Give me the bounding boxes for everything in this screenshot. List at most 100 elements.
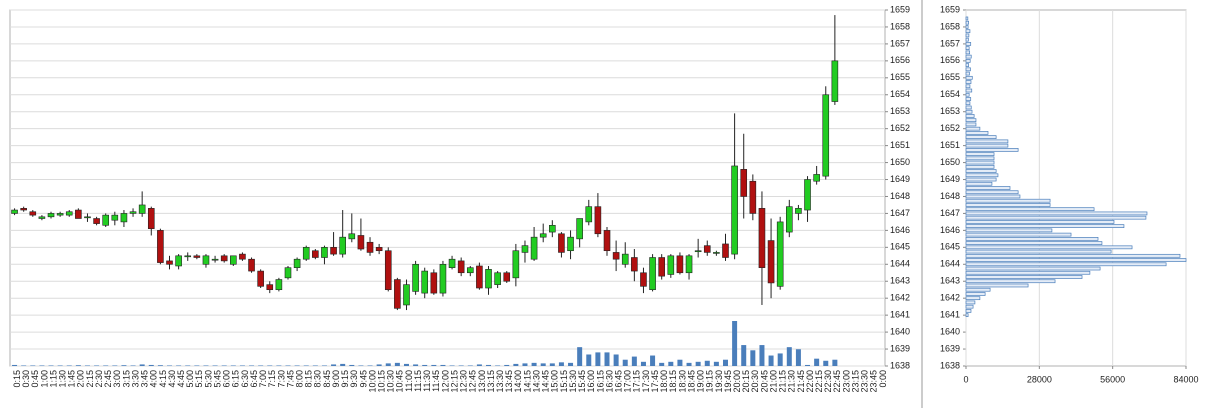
- volume-bar: [659, 362, 665, 366]
- volume-bar: [176, 365, 182, 366]
- volume-bar: [823, 360, 829, 366]
- profile-bar: [965, 207, 1095, 212]
- x-tick-label: 18:30: [677, 370, 687, 393]
- volume-bar: [713, 361, 719, 366]
- volume-bar: [249, 365, 255, 366]
- profile-bar: [965, 309, 972, 313]
- volume-bar: [48, 365, 54, 366]
- profile-bar: [965, 143, 1009, 148]
- volume-bar: [440, 364, 446, 366]
- y-tick-label: 1647: [940, 208, 960, 218]
- candle-body: [813, 174, 820, 182]
- candle-body: [549, 224, 556, 233]
- volume-bar: [258, 365, 264, 366]
- candle-body: [47, 213, 55, 218]
- x-tick-label: 6:30: [240, 370, 250, 388]
- candle-body: [539, 233, 547, 238]
- x-tick-label: 84000: [1173, 374, 1198, 384]
- x-tick-label: 1:45: [67, 370, 77, 388]
- volume-bar: [294, 365, 300, 366]
- profile-bar: [965, 296, 981, 301]
- profile-bar: [965, 181, 993, 186]
- volume-bar: [750, 350, 756, 366]
- y-tick-label: 1651: [940, 140, 960, 150]
- profile-bar: [965, 156, 995, 161]
- volume-bar: [230, 365, 236, 366]
- volume-bar: [686, 362, 692, 366]
- profile-bar: [965, 253, 1181, 258]
- profile-bar: [965, 25, 969, 29]
- x-tick-label: 14:45: [541, 370, 551, 393]
- x-tick-label: 22:45: [832, 370, 842, 393]
- x-tick-label: 10:30: [386, 370, 396, 393]
- x-tick-label: 8:15: [304, 370, 314, 388]
- x-tick-label: 4:30: [167, 370, 177, 388]
- y-tick-label: 1653: [940, 106, 960, 116]
- profile-bar: [965, 262, 1167, 267]
- x-tick-label: 20:30: [750, 370, 760, 393]
- profile-bar: [965, 84, 971, 89]
- x-tick-label: 11:15: [413, 370, 423, 392]
- volume-bar: [814, 358, 820, 366]
- profile-bar: [965, 237, 1099, 241]
- candle-body: [111, 214, 119, 221]
- volume-bar: [267, 365, 273, 366]
- volume-bar: [495, 365, 501, 366]
- candle-body: [521, 245, 529, 253]
- candle-body: [375, 247, 383, 252]
- y-tick-label: 1643: [940, 276, 960, 286]
- x-tick-label: 17:30: [641, 370, 651, 393]
- volume-bar: [148, 364, 154, 366]
- x-tick-label: 23:45: [869, 370, 879, 393]
- x-tick-label: 13:30: [495, 370, 505, 393]
- candle-body: [321, 247, 328, 258]
- profile-bar: [965, 80, 972, 84]
- x-tick-label: 6:15: [231, 370, 241, 388]
- y-tick-label: 1656: [940, 55, 960, 65]
- candle-body: [466, 267, 474, 274]
- candle-body: [138, 204, 146, 214]
- x-tick-label: 4:00: [149, 370, 159, 388]
- y-tick-label: 1652: [940, 123, 960, 133]
- volume-bar: [722, 359, 728, 366]
- candle-body: [302, 247, 310, 260]
- y-tick-label: 1655: [890, 72, 910, 82]
- candle-body: [421, 270, 429, 294]
- x-tick-label: 10:45: [395, 370, 405, 393]
- profile-bar: [965, 105, 972, 110]
- y-tick-label: 1652: [890, 123, 910, 133]
- candle-body: [220, 255, 228, 262]
- x-tick-label: 1:15: [48, 370, 58, 388]
- x-tick-label: 7:30: [276, 370, 286, 388]
- x-tick-label: 13:15: [486, 370, 496, 393]
- candle-body: [157, 230, 164, 263]
- profile-bar: [965, 279, 1056, 284]
- candle-body: [621, 253, 629, 265]
- profile-bar: [965, 203, 1051, 207]
- x-tick-label: 5:45: [212, 370, 222, 388]
- profile-bar: [965, 275, 1083, 279]
- y-tick-label: 1658: [940, 21, 960, 31]
- profile-bar: [965, 224, 1125, 228]
- profile-bar: [965, 42, 972, 46]
- candle-body: [640, 272, 647, 287]
- y-tick-label: 1659: [940, 4, 960, 14]
- y-tick-label: 1643: [890, 276, 910, 286]
- candle-body: [339, 236, 346, 255]
- profile-bar: [965, 109, 973, 114]
- volume-bar: [358, 365, 364, 366]
- candle-body: [93, 218, 100, 224]
- candle-body: [576, 218, 583, 240]
- candle-body: [603, 230, 611, 252]
- volume-bar: [157, 365, 163, 366]
- profile-bar: [965, 287, 991, 292]
- x-tick-label: 23:30: [860, 370, 870, 393]
- profile-bar: [965, 33, 970, 38]
- y-tick-label: 1638: [890, 360, 910, 370]
- x-tick-label: 21:30: [787, 370, 797, 393]
- x-tick-label: 20:45: [759, 370, 769, 393]
- volume-bar: [431, 364, 437, 366]
- x-tick-label: 21:00: [768, 370, 778, 393]
- y-tick-label: 1655: [940, 72, 960, 82]
- x-tick-label: 6:00: [222, 370, 232, 388]
